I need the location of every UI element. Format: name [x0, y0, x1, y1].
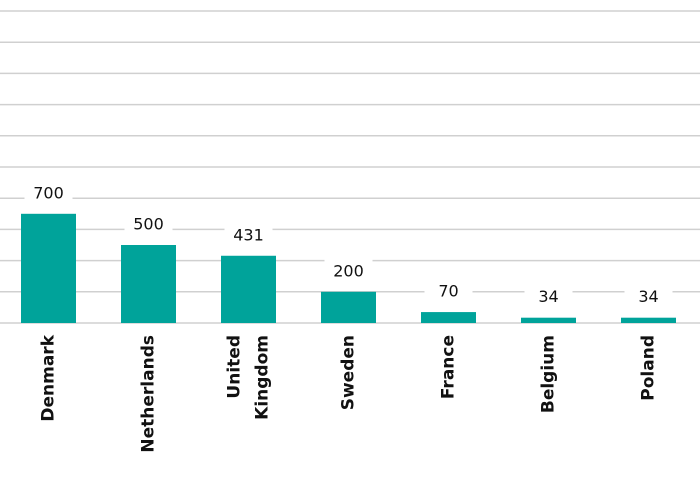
bar	[421, 312, 476, 323]
x-tick-label: Sweden	[338, 335, 359, 411]
value-label: 200	[333, 261, 364, 280]
value-label-bg	[424, 279, 473, 304]
bar	[521, 317, 576, 323]
value-label-bg	[624, 284, 673, 309]
x-tick-label: Netherlands	[138, 335, 159, 453]
value-label: 34	[638, 287, 658, 306]
value-label: 700	[33, 183, 64, 202]
value-label-bg	[224, 222, 273, 247]
value-label-bg	[24, 180, 73, 205]
bar	[221, 255, 276, 323]
value-label-bg	[124, 212, 173, 236]
x-tick-label: United Kingdom	[224, 335, 273, 420]
x-tick-label: Poland	[638, 335, 659, 401]
bar	[621, 317, 676, 323]
value-label: 431	[233, 225, 264, 244]
x-tick-label: Belgium	[538, 335, 559, 414]
value-label-bg	[524, 284, 573, 309]
value-label: 500	[133, 215, 164, 234]
value-label: 34	[538, 287, 558, 306]
value-label-bg	[324, 258, 373, 283]
value-label: 70	[438, 282, 458, 301]
x-tick-label: France	[438, 335, 459, 400]
bar	[21, 213, 76, 323]
x-tick-label: Denmark	[38, 335, 59, 422]
bar	[121, 245, 176, 323]
bar	[321, 291, 376, 323]
